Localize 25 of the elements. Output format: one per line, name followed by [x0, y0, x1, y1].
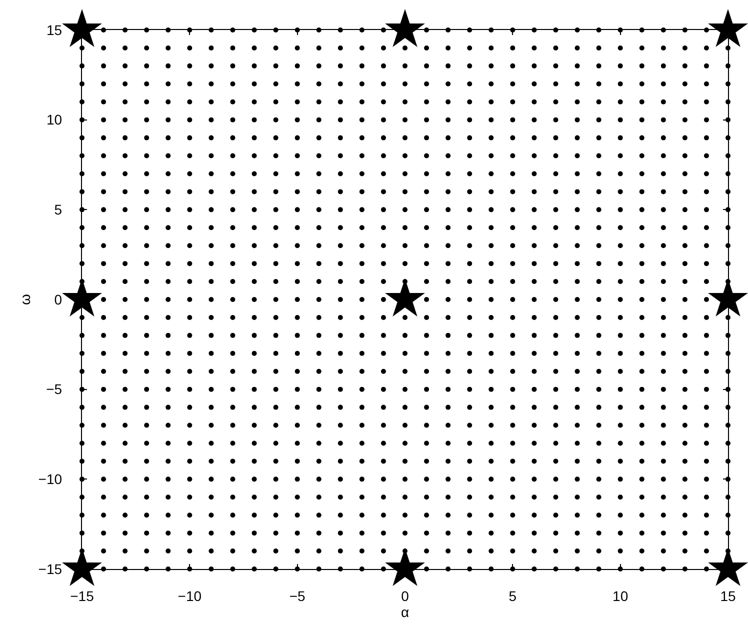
x-tick-label: 15 — [720, 588, 736, 604]
y-tick-label: 15 — [46, 22, 62, 38]
y-tick-label: −15 — [38, 560, 62, 577]
point — [708, 9, 748, 47]
point — [385, 9, 425, 47]
point — [708, 278, 748, 316]
x-tick-label: −5 — [289, 588, 306, 604]
y-tick-label: −5 — [46, 381, 62, 398]
point — [708, 548, 748, 586]
x-tick-label: 0 — [401, 588, 410, 604]
x-tick-label: −10 — [178, 588, 202, 604]
point — [62, 9, 102, 47]
x-tick-label: −15 — [70, 588, 94, 604]
y-tick-label: 10 — [46, 112, 62, 128]
x-tick-label: 5 — [508, 588, 517, 604]
x-axis-title: α — [400, 604, 410, 620]
x-tick-label: 10 — [612, 588, 628, 604]
point — [385, 278, 425, 316]
y-tick-label: −10 — [38, 471, 62, 488]
point — [62, 278, 102, 316]
y-tick-label: 0 — [54, 291, 62, 308]
y-axis-title: ω — [16, 294, 33, 305]
point — [385, 548, 425, 586]
y-tick-label: 5 — [54, 202, 62, 218]
point — [62, 548, 102, 586]
